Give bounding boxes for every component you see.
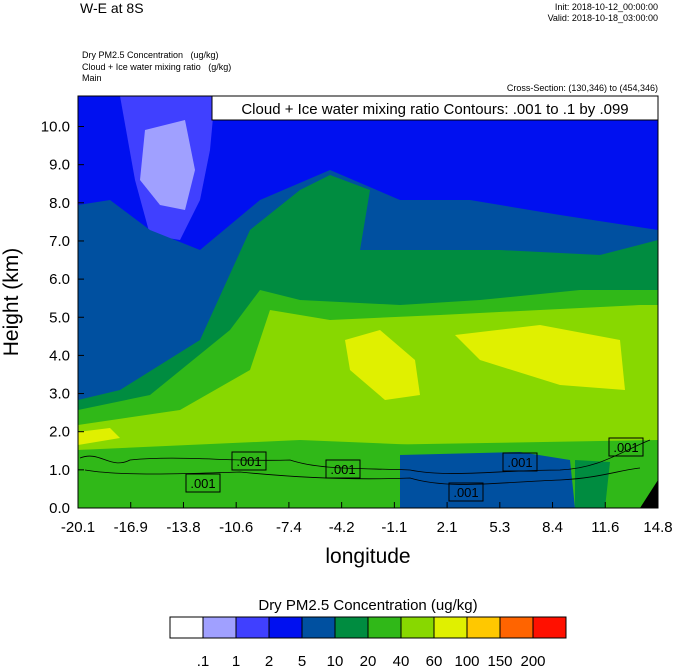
colorbar-level-label: 10 (327, 653, 344, 667)
colorbar-swatch (202, 616, 237, 639)
colorbar-level-label: 2 (265, 653, 273, 667)
shade-1-2 (140, 120, 195, 210)
x-tick-label: 8.4 (542, 519, 563, 536)
figure-title: W-E at 8S (80, 0, 144, 16)
colorbar-level-label: .1 (197, 653, 210, 667)
field-label-3: Main (82, 73, 102, 83)
y-tick-label: 0.0 (49, 500, 70, 517)
shade-100-150-b (455, 325, 625, 390)
y-axis-label: Height (km) (0, 248, 23, 357)
y-tick-label: 9.0 (49, 157, 70, 174)
colorbar-level-label: 100 (454, 653, 479, 667)
colorbar-level-label: 20 (360, 653, 377, 667)
y-tick-label: 10.0 (41, 119, 70, 136)
colorbar-level-label: 150 (487, 653, 512, 667)
colorbar-swatch (235, 616, 270, 639)
cloud-contours (79, 439, 651, 485)
contour-label-box (325, 459, 361, 479)
colorbar-swatch (169, 616, 204, 639)
colorbar-level-label: 40 (393, 653, 410, 667)
chart-title: Cloud + Ice water mixing ratio Contours:… (241, 101, 628, 118)
y-ticks: 0.0 1.0 2.0 3.0 4.0 5.0 6.0 7.0 8.0 9.0 10.0 (41, 119, 84, 517)
x-tick-label: 2.1 (437, 519, 458, 536)
colorbar-swatch (466, 616, 501, 639)
contour-label: .001 (613, 440, 638, 455)
x-tick-label: 11.6 (591, 519, 619, 536)
contour-label: .001 (330, 462, 355, 477)
contour-label-group: .001 .001 .001 .001 .001 .001 (185, 437, 644, 502)
shade-lower-20 (575, 460, 610, 508)
contour-label-box (608, 437, 644, 457)
x-axis-label: longitude (325, 545, 410, 568)
contour-label: .001 (453, 485, 478, 500)
contour-label-box (502, 452, 538, 472)
contour-label-box (231, 451, 267, 471)
y-tick-label: 3.0 (49, 386, 70, 403)
colorbar-level-label: 200 (520, 653, 545, 667)
shade-lower-10 (400, 452, 575, 508)
y-tick-label: 4.0 (49, 347, 70, 364)
x-tick-label: 5.3 (489, 519, 510, 536)
field-label-2: Cloud + Ice water mixing ratio (g/kg) (82, 62, 232, 72)
contour-label-box (185, 473, 221, 493)
y-tick-label: 1.0 (49, 462, 70, 479)
colorbar-swatch (433, 616, 468, 639)
contour-label: .001 (236, 454, 261, 469)
colorbar-swatch (268, 616, 303, 639)
terrain (640, 480, 658, 508)
colorbar-level-label: 60 (426, 653, 443, 667)
valid-time: Valid: 2018-10-18_03:00:00 (547, 13, 658, 23)
cross-section-label: Cross-Section: (130,346) to (454,346) (506, 83, 658, 93)
contour-label: .001 (190, 476, 215, 491)
contour-label-box (448, 482, 484, 502)
contour-info-box (211, 95, 659, 121)
y-tick-label: 8.0 (49, 195, 70, 212)
contour-label: .001 (507, 455, 532, 470)
colorbar-swatch (367, 616, 402, 639)
colorbar-swatch (301, 616, 336, 639)
x-tick-label: -4.2 (329, 519, 355, 536)
colorbar-title: Dry PM2.5 Concentration (ug/kg) (258, 597, 477, 614)
y-tick-label: 6.0 (49, 271, 70, 288)
colorbar-swatch (334, 616, 369, 639)
x-tick-label: -7.4 (276, 519, 302, 536)
colorbar: .1 1 2 5 10 20 40 60 100 150 200 (169, 616, 567, 667)
colorbar-level-label: 5 (298, 653, 306, 667)
x-tick-label: -16.9 (114, 519, 148, 536)
x-ticks: -20.1 -16.9 -13.8 -10.6 -7.4 -4.2 -1.1 2.1 5.3 8.… (61, 502, 673, 536)
y-tick-label: 5.0 (49, 309, 70, 326)
colorbar-level-label: 1 (232, 653, 240, 667)
x-tick-label: -10.6 (219, 519, 253, 536)
y-tick-label: 7.0 (49, 233, 70, 250)
field-shading (78, 96, 658, 508)
colorbar-swatch (499, 616, 534, 639)
colorbar-swatch (400, 616, 435, 639)
y-tick-label: 2.0 (49, 424, 70, 441)
init-time: Init: 2018-10-12_00:00:00 (554, 2, 658, 12)
x-tick-label: -13.8 (166, 519, 200, 536)
field-label-1: Dry PM2.5 Concentration (ug/kg) (82, 50, 219, 60)
shade-100-150-c (78, 428, 120, 445)
colorbar-swatch (532, 616, 567, 639)
x-tick-label: -20.1 (61, 519, 95, 536)
shade-100-150-a (345, 330, 420, 400)
x-tick-label: 14.8 (643, 519, 672, 536)
x-tick-label: -1.1 (381, 519, 407, 536)
